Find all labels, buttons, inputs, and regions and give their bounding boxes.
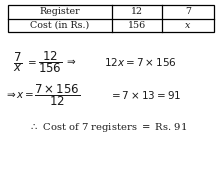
Text: Register: Register	[40, 7, 80, 16]
Text: $x =$: $x =$	[16, 90, 34, 100]
Text: $\dfrac{12}{156}$: $\dfrac{12}{156}$	[38, 49, 62, 75]
Bar	[8, 5, 214, 32]
Text: $\Rightarrow$: $\Rightarrow$	[4, 91, 16, 100]
Text: $12x = 7 \times 156$: $12x = 7 \times 156$	[104, 56, 176, 68]
Text: $\dfrac{7 \times 156}{12}$: $\dfrac{7 \times 156}{12}$	[34, 82, 80, 108]
Text: $=$: $=$	[25, 57, 37, 66]
Text: $= 7 \times 13 = 91$: $= 7 \times 13 = 91$	[109, 89, 181, 101]
Text: Cost (in Rs.): Cost (in Rs.)	[30, 21, 90, 30]
Text: $\dfrac{7}{x}$: $\dfrac{7}{x}$	[13, 50, 23, 74]
Text: 7: 7	[185, 7, 191, 16]
Text: $\therefore$ Cost of 7 registers $=$ Rs. 91: $\therefore$ Cost of 7 registers $=$ Rs.…	[29, 122, 187, 134]
Text: x: x	[185, 21, 191, 30]
Text: 12: 12	[131, 7, 143, 16]
Text: 156: 156	[128, 21, 146, 30]
Text: $\Rightarrow$: $\Rightarrow$	[64, 57, 76, 66]
